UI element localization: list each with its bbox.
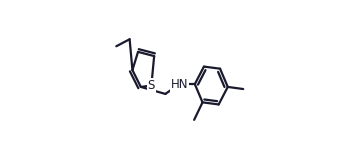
Text: HN: HN xyxy=(171,78,188,91)
Text: S: S xyxy=(148,79,155,92)
